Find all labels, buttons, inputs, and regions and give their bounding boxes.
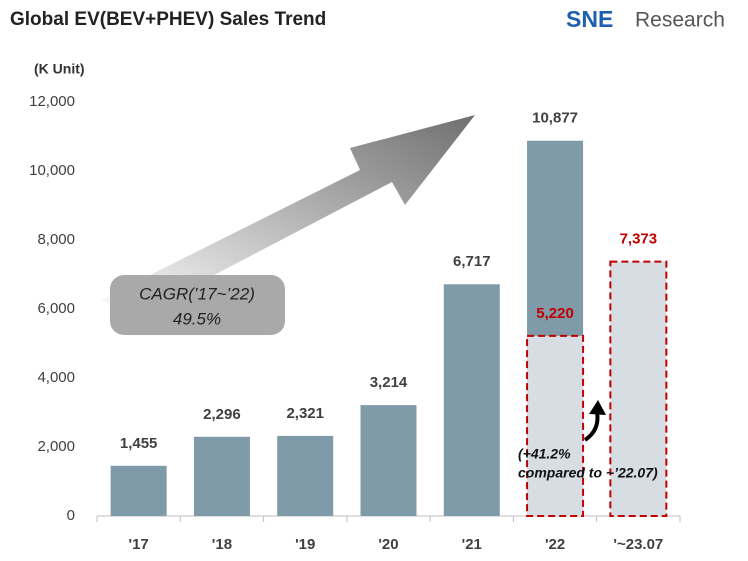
y-tick-label: 12,000: [29, 93, 75, 110]
data-label: 6,717: [453, 253, 491, 270]
data-label: 2,296: [203, 406, 241, 423]
bar: [110, 465, 167, 516]
chart-title: Global EV(BEV+PHEV) Sales Trend: [10, 9, 326, 30]
y-tick-label: 2,000: [37, 438, 75, 455]
bar: [443, 284, 500, 516]
growth-note: compared to ~’22.07): [518, 465, 658, 481]
data-label: 2,321: [286, 405, 324, 422]
bar: [609, 260, 668, 517]
growth-arrow-head: [589, 400, 606, 415]
y-tick-label: 0: [67, 507, 75, 524]
x-tick-label: '22: [545, 536, 565, 553]
bar: [360, 405, 417, 516]
x-tick-label: '18: [212, 536, 232, 553]
plot-area: 0 2,000 4,000 6,000 8,000 10,000 12,000 '17 '18 '…: [29, 93, 681, 553]
x-tick-label: '20: [378, 536, 398, 553]
data-label: 7,373: [620, 231, 658, 248]
bar: [277, 435, 334, 516]
cagr-label: CAGR(’17~’22): [139, 284, 255, 303]
cagr-value: 49.5%: [173, 309, 221, 328]
data-label: 1,455: [120, 435, 158, 452]
data-label: 3,214: [370, 374, 408, 391]
x-tick-label: '17: [129, 536, 149, 553]
y-tick-label: 6,000: [37, 300, 75, 317]
x-tick-label: '21: [462, 536, 482, 553]
y-axis-label: (K Unit): [34, 61, 85, 77]
cagr-box: [110, 275, 285, 335]
trend-arrow: [100, 115, 475, 318]
growth-arrow: [583, 411, 600, 442]
y-tick-label: 4,000: [37, 369, 75, 386]
x-tick-label: '19: [295, 536, 315, 553]
bar: [526, 334, 585, 517]
x-tick-label: '~23.07: [613, 536, 663, 553]
logo-text: Research: [635, 9, 725, 32]
y-tick-label: 10,000: [29, 162, 75, 179]
data-label: 10,877: [532, 110, 578, 127]
growth-label: (+41.2%: [518, 446, 571, 462]
y-tick-label: 8,000: [37, 231, 75, 248]
logo-brand: SNE: [566, 6, 613, 32]
bar: [193, 436, 250, 516]
data-label: 5,220: [536, 305, 574, 322]
